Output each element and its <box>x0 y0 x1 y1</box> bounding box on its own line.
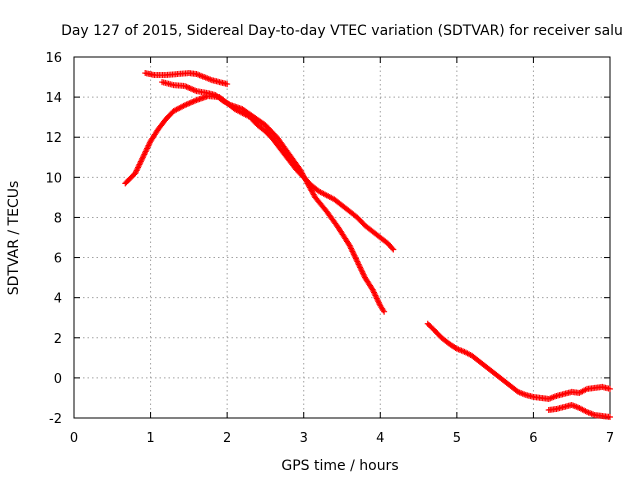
y-tick-label: -2 <box>49 412 62 427</box>
y-axis-label: SDTVAR / TECUs <box>6 181 22 296</box>
series-arc-4 <box>424 320 613 402</box>
data-point <box>224 81 231 88</box>
x-tick-label: 3 <box>300 431 308 446</box>
x-tick-label: 5 <box>453 431 461 446</box>
y-tick-label: 8 <box>54 211 62 226</box>
x-tick-label: 0 <box>70 431 78 446</box>
x-tick-label: 2 <box>223 431 231 446</box>
y-tick-label: 0 <box>54 372 62 387</box>
x-tick-label: 7 <box>606 431 614 446</box>
y-tick-label: 16 <box>45 51 62 66</box>
y-tick-label: 12 <box>45 131 62 146</box>
data-point <box>390 246 397 253</box>
series-arc-1 <box>122 93 397 253</box>
x-axis-label: GPS time / hours <box>281 458 398 474</box>
series-arc-3 <box>159 79 388 315</box>
y-tick-label: 4 <box>54 292 62 307</box>
series-arc-5 <box>545 401 613 420</box>
x-tick-label: 1 <box>146 431 154 446</box>
data-point <box>607 385 613 392</box>
y-tick-label: 2 <box>54 332 62 347</box>
data-point <box>389 245 396 252</box>
data-point <box>607 413 613 420</box>
data-point <box>381 308 388 315</box>
plot-frame <box>73 56 611 419</box>
y-tick-label: 10 <box>45 171 62 186</box>
x-tick-label: 4 <box>376 431 384 446</box>
x-tick-label: 6 <box>529 431 537 446</box>
series-arc-2 <box>142 70 231 88</box>
y-tick-label: 6 <box>54 252 62 267</box>
y-tick-label: 14 <box>45 91 62 106</box>
data-points <box>122 70 613 420</box>
chart-title: Day 127 of 2015, Sidereal Day-to-day VTE… <box>61 23 623 39</box>
